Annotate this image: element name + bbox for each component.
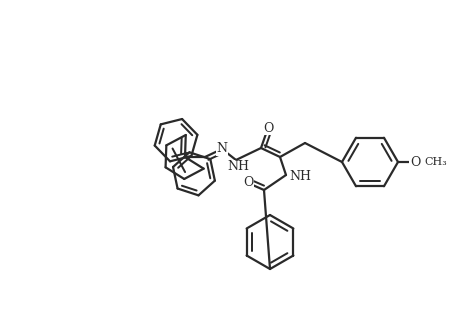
Text: O: O xyxy=(410,156,420,168)
Text: O: O xyxy=(263,122,273,134)
Text: CH₃: CH₃ xyxy=(424,157,447,167)
Text: NH: NH xyxy=(227,161,249,174)
Text: NH: NH xyxy=(289,170,311,183)
Text: N: N xyxy=(217,143,227,156)
Text: O: O xyxy=(243,177,253,190)
